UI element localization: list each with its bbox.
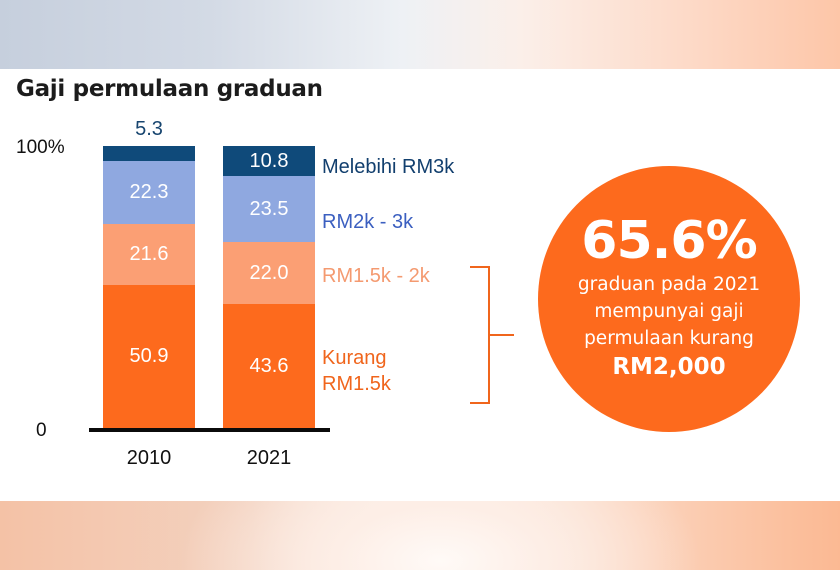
x-axis-label-2010: 2010: [126, 447, 172, 469]
x-axis-label-2021: 2021: [246, 447, 292, 469]
bottom-decorative-band: [0, 501, 840, 570]
callout-circle: 65.6% graduan pada 2021 mempunyai gaji p…: [538, 166, 800, 432]
bar-2010-top-value: 5.3: [135, 118, 163, 140]
top-decorative-band: [0, 0, 840, 69]
y-axis-label-0: 0: [36, 420, 47, 441]
bar-2021-segment-rm1-5k-2k: 22.0: [223, 242, 315, 304]
legend-melebihi-rm3k: Melebihi RM3k: [322, 156, 455, 178]
legend-kurang-rm1-5k-line1: Kurang: [322, 347, 387, 369]
legend-rm1-5k-2k: RM1.5k - 2k: [322, 265, 430, 287]
bar-2021-segment-rm2k-3k: 23.5: [223, 176, 315, 242]
bar-2010: 22.3 21.6 50.9: [103, 146, 195, 428]
grouping-bracket-tick: [490, 334, 514, 336]
callout-text-line2: mempunyai gaji: [594, 300, 744, 322]
callout-text-line1: graduan pada 2021: [577, 273, 761, 295]
legend-rm2k-3k: RM2k - 3k: [322, 211, 414, 233]
chart-title: Gaji permulaan graduan: [16, 76, 323, 102]
x-axis-baseline: [89, 428, 330, 432]
y-axis-label-100: 100%: [16, 137, 65, 158]
callout-text-line3: permulaan kurang: [584, 327, 754, 349]
callout-percentage: 65.6%: [581, 210, 757, 271]
bar-2021: 10.8 23.5 22.0 43.6: [223, 146, 315, 428]
bar-2010-segment-rm2k-3k: 22.3: [103, 161, 195, 224]
bar-2010-segment-kurang-rm1-5k: 50.9: [103, 285, 195, 428]
callout-amount: RM2,000: [612, 353, 726, 380]
bar-2021-segment-melebihi-rm3k: 10.8: [223, 146, 315, 176]
bar-2010-segment-melebihi-rm3k: [103, 146, 195, 161]
grouping-bracket: [470, 266, 490, 404]
legend-kurang-rm1-5k-line2: RM1.5k: [322, 373, 391, 395]
bar-2010-segment-rm1-5k-2k: 21.6: [103, 224, 195, 285]
bar-2021-segment-kurang-rm1-5k: 43.6: [223, 304, 315, 428]
